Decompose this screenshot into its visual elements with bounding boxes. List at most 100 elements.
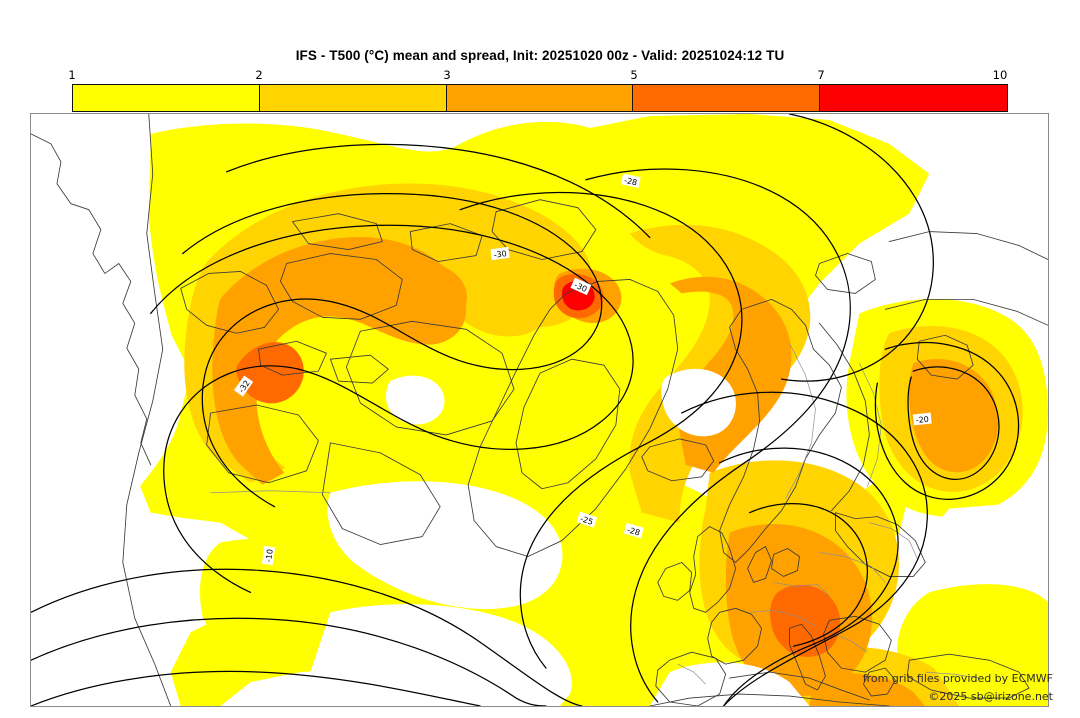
- coast-finland-border: [819, 322, 870, 512]
- map-svg: -32 -30 -28 -25: [31, 114, 1048, 706]
- coast-denmark: [771, 548, 800, 577]
- spread-gap-white-c: [661, 368, 736, 437]
- contour-line-32: [182, 193, 603, 508]
- spread-gap-white-b: [327, 481, 563, 610]
- spread-gap-white-f: [929, 504, 1048, 563]
- contour-line-20b: [719, 447, 899, 706]
- coast-arctic-isl-3: [258, 340, 327, 376]
- border-nor-swe: [785, 343, 816, 499]
- colorbar-tick-2: 2: [255, 68, 263, 82]
- border-poland: [819, 552, 886, 583]
- svg-text:-10: -10: [264, 549, 275, 563]
- spread-gap-white-d: [310, 604, 572, 706]
- border-iberia-int: [677, 663, 706, 685]
- spread-gap-white-g: [31, 520, 199, 633]
- colorbar-segment-1-2: [73, 85, 260, 111]
- border-baltics: [869, 522, 918, 559]
- coast-baltic: [834, 512, 926, 577]
- coast-banks-island: [180, 271, 279, 334]
- coast-ireland: [657, 562, 693, 601]
- contour-line-28b: [31, 617, 547, 706]
- contour-label: -28: [623, 522, 644, 539]
- contour-line-high-e2: [907, 366, 1000, 480]
- contour-line-arctic: [780, 114, 934, 382]
- contour-label: -28: [620, 173, 641, 189]
- svg-text:-28: -28: [626, 525, 641, 537]
- contour-layer: [31, 114, 1020, 706]
- spread-band-2-3-f: [420, 237, 555, 337]
- spread-band-1-2-sw: [199, 538, 361, 669]
- colorbar-tick-1: 1: [68, 68, 76, 82]
- contour-line-30b: [585, 168, 851, 703]
- coast-nw-canada: [31, 133, 152, 466]
- coast-italy: [789, 623, 826, 691]
- spread-gap-white-e: [909, 221, 1048, 294]
- contour-line-28a: [459, 191, 743, 669]
- coast-greece: [862, 667, 896, 697]
- contour-label: -30: [490, 246, 510, 261]
- coast-turkey: [906, 653, 1030, 699]
- colorbar-tick-7: 7: [817, 68, 825, 82]
- contour-line-south: [31, 670, 481, 706]
- coast-victoria-island: [280, 253, 403, 320]
- colorbar: [72, 84, 1008, 112]
- contour-label: -25: [576, 511, 598, 528]
- svg-text:-28: -28: [623, 176, 638, 188]
- border-turkey-int: [925, 671, 980, 679]
- coast-arctic-isl-1: [292, 213, 383, 250]
- contour-line-top: [225, 143, 651, 239]
- contour-line-25: [31, 568, 583, 706]
- colorbar-tick-5: 5: [630, 68, 638, 82]
- colorbar-tick-labels: 1 2 3 5 7 10: [0, 68, 1080, 84]
- credit-source: from grib files provided by ECMWF: [862, 672, 1053, 685]
- svg-text:-25: -25: [579, 514, 594, 527]
- coast-labrador: [322, 442, 441, 545]
- spread-gap-white-i: [386, 375, 445, 425]
- coast-jutland: [747, 546, 772, 583]
- coast-russia-north: [884, 298, 1048, 326]
- spread-band-3-5-e: [386, 260, 467, 324]
- border-fin-rus: [859, 363, 882, 487]
- coast-greenland: [467, 279, 679, 557]
- colorbar-tick-3: 3: [443, 68, 451, 82]
- colorbar-segment-2-3: [259, 85, 447, 111]
- coast-hudson-bay: [206, 404, 319, 484]
- spread-shading-layer: [31, 114, 1048, 706]
- coast-russia-arctic: [888, 231, 1048, 260]
- contour-line-high-e: [874, 341, 1020, 500]
- coast-arctic-isl-4: [329, 354, 389, 384]
- contour-label: -10: [261, 545, 276, 566]
- colorbar-segment-7-10: [820, 85, 1007, 111]
- contour-label-layer: -32 -30 -28 -25: [233, 173, 932, 566]
- coast-north-africa: [649, 693, 890, 706]
- coast-norway-sweden: [719, 298, 842, 563]
- contour-line-30a: [150, 224, 634, 594]
- border-alps: [749, 609, 816, 627]
- border-germany: [773, 582, 830, 597]
- coast-great-britain: [689, 526, 737, 613]
- coast-hudson-left: [122, 114, 172, 706]
- colorbar-tick-10: 10: [992, 68, 1008, 82]
- coast-france: [707, 607, 762, 665]
- coast-svalbard: [815, 253, 876, 294]
- spread-band-5-7-a: [236, 342, 304, 404]
- colorbar-segment-3-5: [446, 85, 634, 111]
- coast-balkans: [823, 615, 892, 673]
- border-canada-us: [210, 490, 331, 494]
- contour-label: -20: [912, 412, 932, 426]
- coast-arctic-isl-2: [409, 223, 483, 262]
- coast-iceland: [641, 438, 715, 482]
- coast-iberia: [655, 651, 727, 706]
- svg-text:-20: -20: [915, 415, 929, 425]
- contour-line-20a: [681, 391, 928, 706]
- spread-band-3-5-d: [908, 359, 999, 473]
- colorbar-segment-5-7: [633, 85, 821, 111]
- credit-copyright: ©2025 sb@irizone.net: [928, 690, 1053, 703]
- map-canvas[interactable]: -32 -30 -28 -25: [30, 113, 1049, 707]
- svg-text:-30: -30: [493, 249, 507, 260]
- coast-greenland-inner: [515, 358, 621, 490]
- page-title: IFS - T500 (°C) mean and spread, Init: 2…: [295, 48, 785, 63]
- coast-ellesmere: [491, 199, 597, 260]
- contour-line-20c: [748, 503, 868, 647]
- coastline-layer: [31, 114, 1048, 706]
